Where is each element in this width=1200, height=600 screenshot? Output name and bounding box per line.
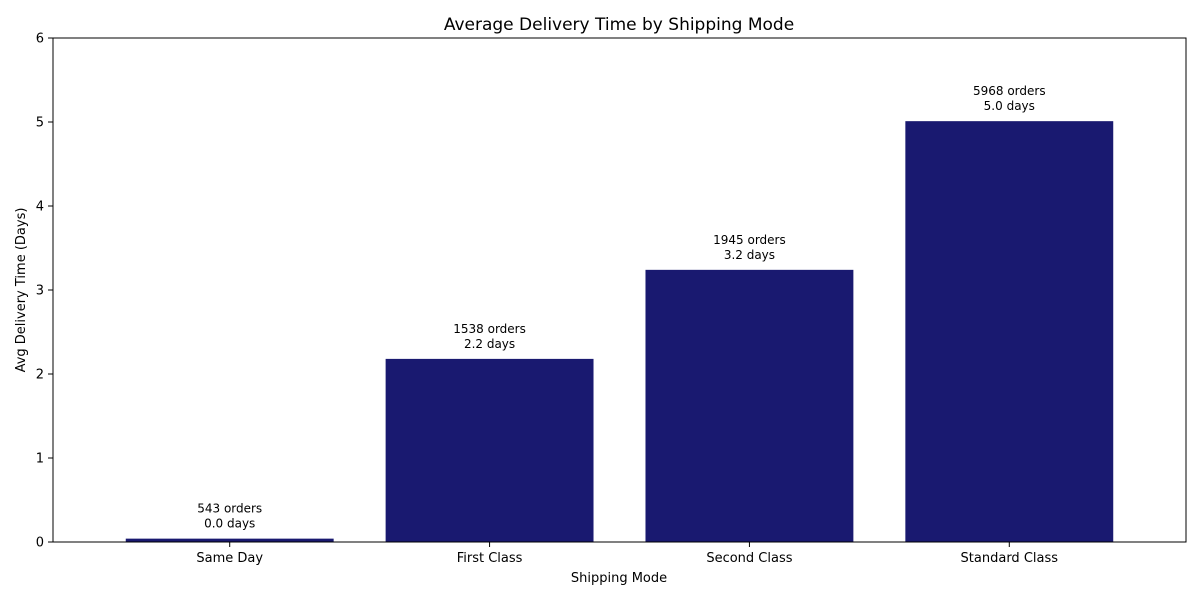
bar-standard-class bbox=[905, 121, 1114, 542]
value-label: 2.2 days bbox=[464, 337, 515, 351]
bar-second-class bbox=[645, 269, 854, 542]
y-axis-label: Avg Delivery Time (Days) bbox=[14, 208, 29, 373]
x-tick-label: Second Class bbox=[706, 551, 792, 566]
x-axis-ticks: Same Day First Class Second Class Standard … bbox=[196, 542, 1058, 566]
chart-title: Average Delivery Time by Shipping Mode bbox=[444, 15, 794, 35]
orders-label: 5968 orders bbox=[973, 84, 1046, 98]
orders-label: 1538 orders bbox=[453, 322, 526, 336]
y-tick-label: 4 bbox=[36, 200, 44, 215]
orders-label: 1945 orders bbox=[713, 233, 786, 247]
x-tick-label: Same Day bbox=[196, 551, 263, 566]
y-tick-label: 0 bbox=[36, 536, 44, 551]
x-tick-label: First Class bbox=[457, 551, 523, 566]
value-label: 0.0 days bbox=[204, 517, 255, 531]
y-tick-label: 2 bbox=[36, 368, 44, 383]
y-tick-label: 6 bbox=[36, 32, 44, 47]
y-tick-label: 5 bbox=[36, 116, 44, 131]
value-label: 3.2 days bbox=[724, 248, 775, 262]
y-tick-label: 1 bbox=[36, 452, 44, 467]
bars bbox=[125, 121, 1114, 542]
x-axis-label: Shipping Mode bbox=[571, 571, 667, 586]
bar-same-day bbox=[125, 538, 334, 542]
y-axis-ticks: 0 1 2 3 4 5 6 bbox=[36, 32, 53, 551]
y-tick-label: 3 bbox=[36, 284, 44, 299]
x-tick-label: Standard Class bbox=[961, 551, 1059, 566]
bar-first-class bbox=[385, 358, 594, 542]
orders-label: 543 orders bbox=[197, 502, 262, 516]
value-label: 5.0 days bbox=[984, 99, 1035, 113]
